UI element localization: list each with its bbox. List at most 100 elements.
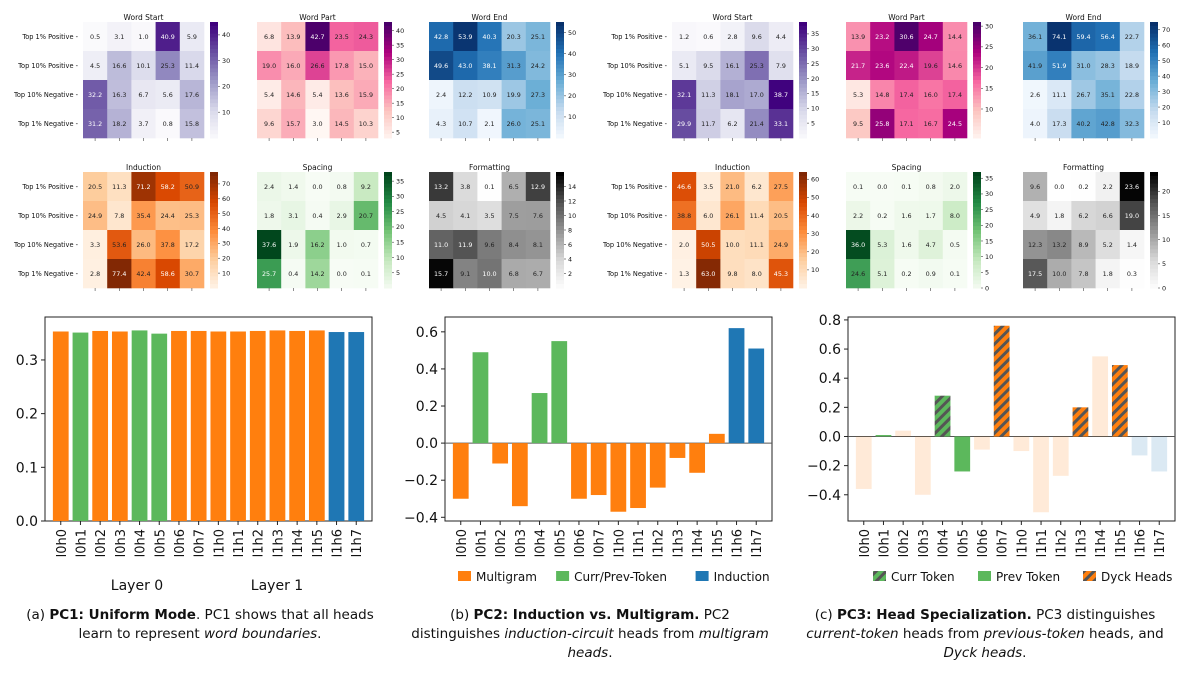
colorbar-segment <box>210 241 218 246</box>
colorbar-label: 60 <box>222 195 230 203</box>
cell-value: 23.2 <box>875 33 889 41</box>
heatmap-title: Formatting <box>1063 163 1104 172</box>
legend-swatch <box>556 571 570 581</box>
x-tick-label: l1h1 <box>632 529 647 557</box>
bar-l1h4 <box>689 443 706 473</box>
heatmap-cell <box>768 22 794 52</box>
heatmap-cell <box>696 109 721 139</box>
colorbar-segment <box>210 257 218 262</box>
cell-value: 9.5 <box>853 120 863 128</box>
colorbar-segment <box>210 249 218 254</box>
colorbar-segment <box>556 187 564 192</box>
heatmap-cell <box>353 259 379 289</box>
cell-value: 8.0 <box>950 212 960 220</box>
colorbar-segment <box>556 284 564 289</box>
cell-value: 31.0 <box>1076 62 1090 70</box>
colorbar-segment <box>210 134 218 139</box>
colorbar-segment <box>556 218 564 223</box>
cell-value: 58.2 <box>161 183 175 191</box>
cell-value: 1.2 <box>679 33 689 41</box>
colorbar-segment <box>556 29 564 35</box>
heatmap-title: Word End <box>472 13 508 22</box>
heatmap-cell <box>179 230 205 260</box>
heatmap-cell <box>107 109 132 139</box>
colorbar-segment <box>1150 114 1158 120</box>
cell-value: 14.6 <box>948 62 962 70</box>
colorbar-segment <box>210 110 218 116</box>
heatmap-cell <box>477 259 502 289</box>
colorbar-label: 60 <box>1162 42 1170 50</box>
plot-frame <box>444 316 773 522</box>
cell-value: 26.7 <box>1076 91 1090 99</box>
colorbar-segment <box>973 80 981 85</box>
heatmap-cell <box>1071 172 1096 202</box>
heatmap-cell <box>429 51 454 81</box>
colorbar-segment <box>973 218 981 223</box>
cell-value: 13.9 <box>286 33 300 41</box>
heatmap-cell <box>353 109 379 139</box>
cell-value: 0.9 <box>926 270 936 278</box>
heatmap-cell <box>672 80 697 110</box>
cell-value: 1.4 <box>1127 241 1137 249</box>
colorbar-segment <box>799 45 807 50</box>
heatmap-title: Spacing <box>303 163 333 172</box>
cell-value: 5.4 <box>264 91 274 99</box>
cell-value: 42.8 <box>434 33 448 41</box>
heatmap-cell <box>155 201 181 231</box>
heatmap-cell <box>107 201 132 231</box>
colorbar-segment <box>556 95 564 100</box>
bar-l0h0 <box>855 436 872 489</box>
heatmap-cell <box>942 172 968 202</box>
legend-swatch <box>978 571 991 581</box>
cell-value: 31.3 <box>507 62 521 70</box>
colorbar-segment <box>384 284 392 289</box>
x-tick-label: l1h4 <box>291 529 306 557</box>
plot-frame <box>847 316 1176 522</box>
colorbar-segment <box>384 237 392 243</box>
colorbar-segment <box>384 122 392 127</box>
colorbar-segment <box>556 241 564 246</box>
bar-l1h6 <box>1131 436 1148 456</box>
colorbar-segment <box>556 260 564 266</box>
colorbar-segment <box>799 91 807 96</box>
colorbar-segment <box>556 210 564 216</box>
y-tick-label: 0.6 <box>416 325 438 341</box>
y-tick-label: −0.4 <box>807 488 841 504</box>
cell-value: 6.0 <box>703 212 713 220</box>
colorbar-segment <box>1150 33 1158 38</box>
bar-l0h1 <box>875 435 892 437</box>
heatmap-cell <box>155 230 181 260</box>
colorbar-label: 50 <box>811 194 819 202</box>
colorbar-label: 5 <box>396 269 400 277</box>
x-tick-label: l0h3 <box>114 529 129 557</box>
x-tick-label: l1h5 <box>1114 529 1129 557</box>
heatmap-spacing: Spacing 2.4 1.4 0.0 0.8 9.2 1.8 3.1 0.4 2.9 20.7 37… <box>257 163 404 291</box>
heatmap-cell <box>1119 109 1145 139</box>
cell-value: 2.6 <box>1030 91 1040 99</box>
colorbar-label: 30 <box>1162 88 1170 96</box>
heatmap-cell <box>305 172 330 202</box>
cell-value: 4.5 <box>90 62 100 70</box>
colorbar-label: 20 <box>985 64 993 72</box>
colorbar-segment <box>210 175 218 181</box>
bar-l0h1 <box>472 352 489 444</box>
heatmap-cell <box>768 201 794 231</box>
cell-value: 16.7 <box>924 120 938 128</box>
cell-value: 18.1 <box>725 91 739 99</box>
colorbar-segment <box>799 175 807 181</box>
y-tick-label: 0.1 <box>16 460 38 476</box>
colorbar-segment <box>556 175 564 181</box>
heatmap-cell <box>305 230 330 260</box>
colorbar-segment <box>799 41 807 46</box>
colorbar-segment <box>384 241 392 246</box>
bar-l0h5 <box>954 436 971 472</box>
colorbar-label: 35 <box>985 175 993 183</box>
cell-value: 6.7 <box>533 270 543 278</box>
cell-value: 11.4 <box>750 212 764 220</box>
heatmap-cell <box>744 172 770 202</box>
heatmap-cell <box>672 201 697 231</box>
colorbar-label: 70 <box>222 180 230 188</box>
colorbar-segment <box>973 76 981 81</box>
colorbar-segment <box>384 76 392 81</box>
legend-label: Multigram <box>476 570 537 584</box>
